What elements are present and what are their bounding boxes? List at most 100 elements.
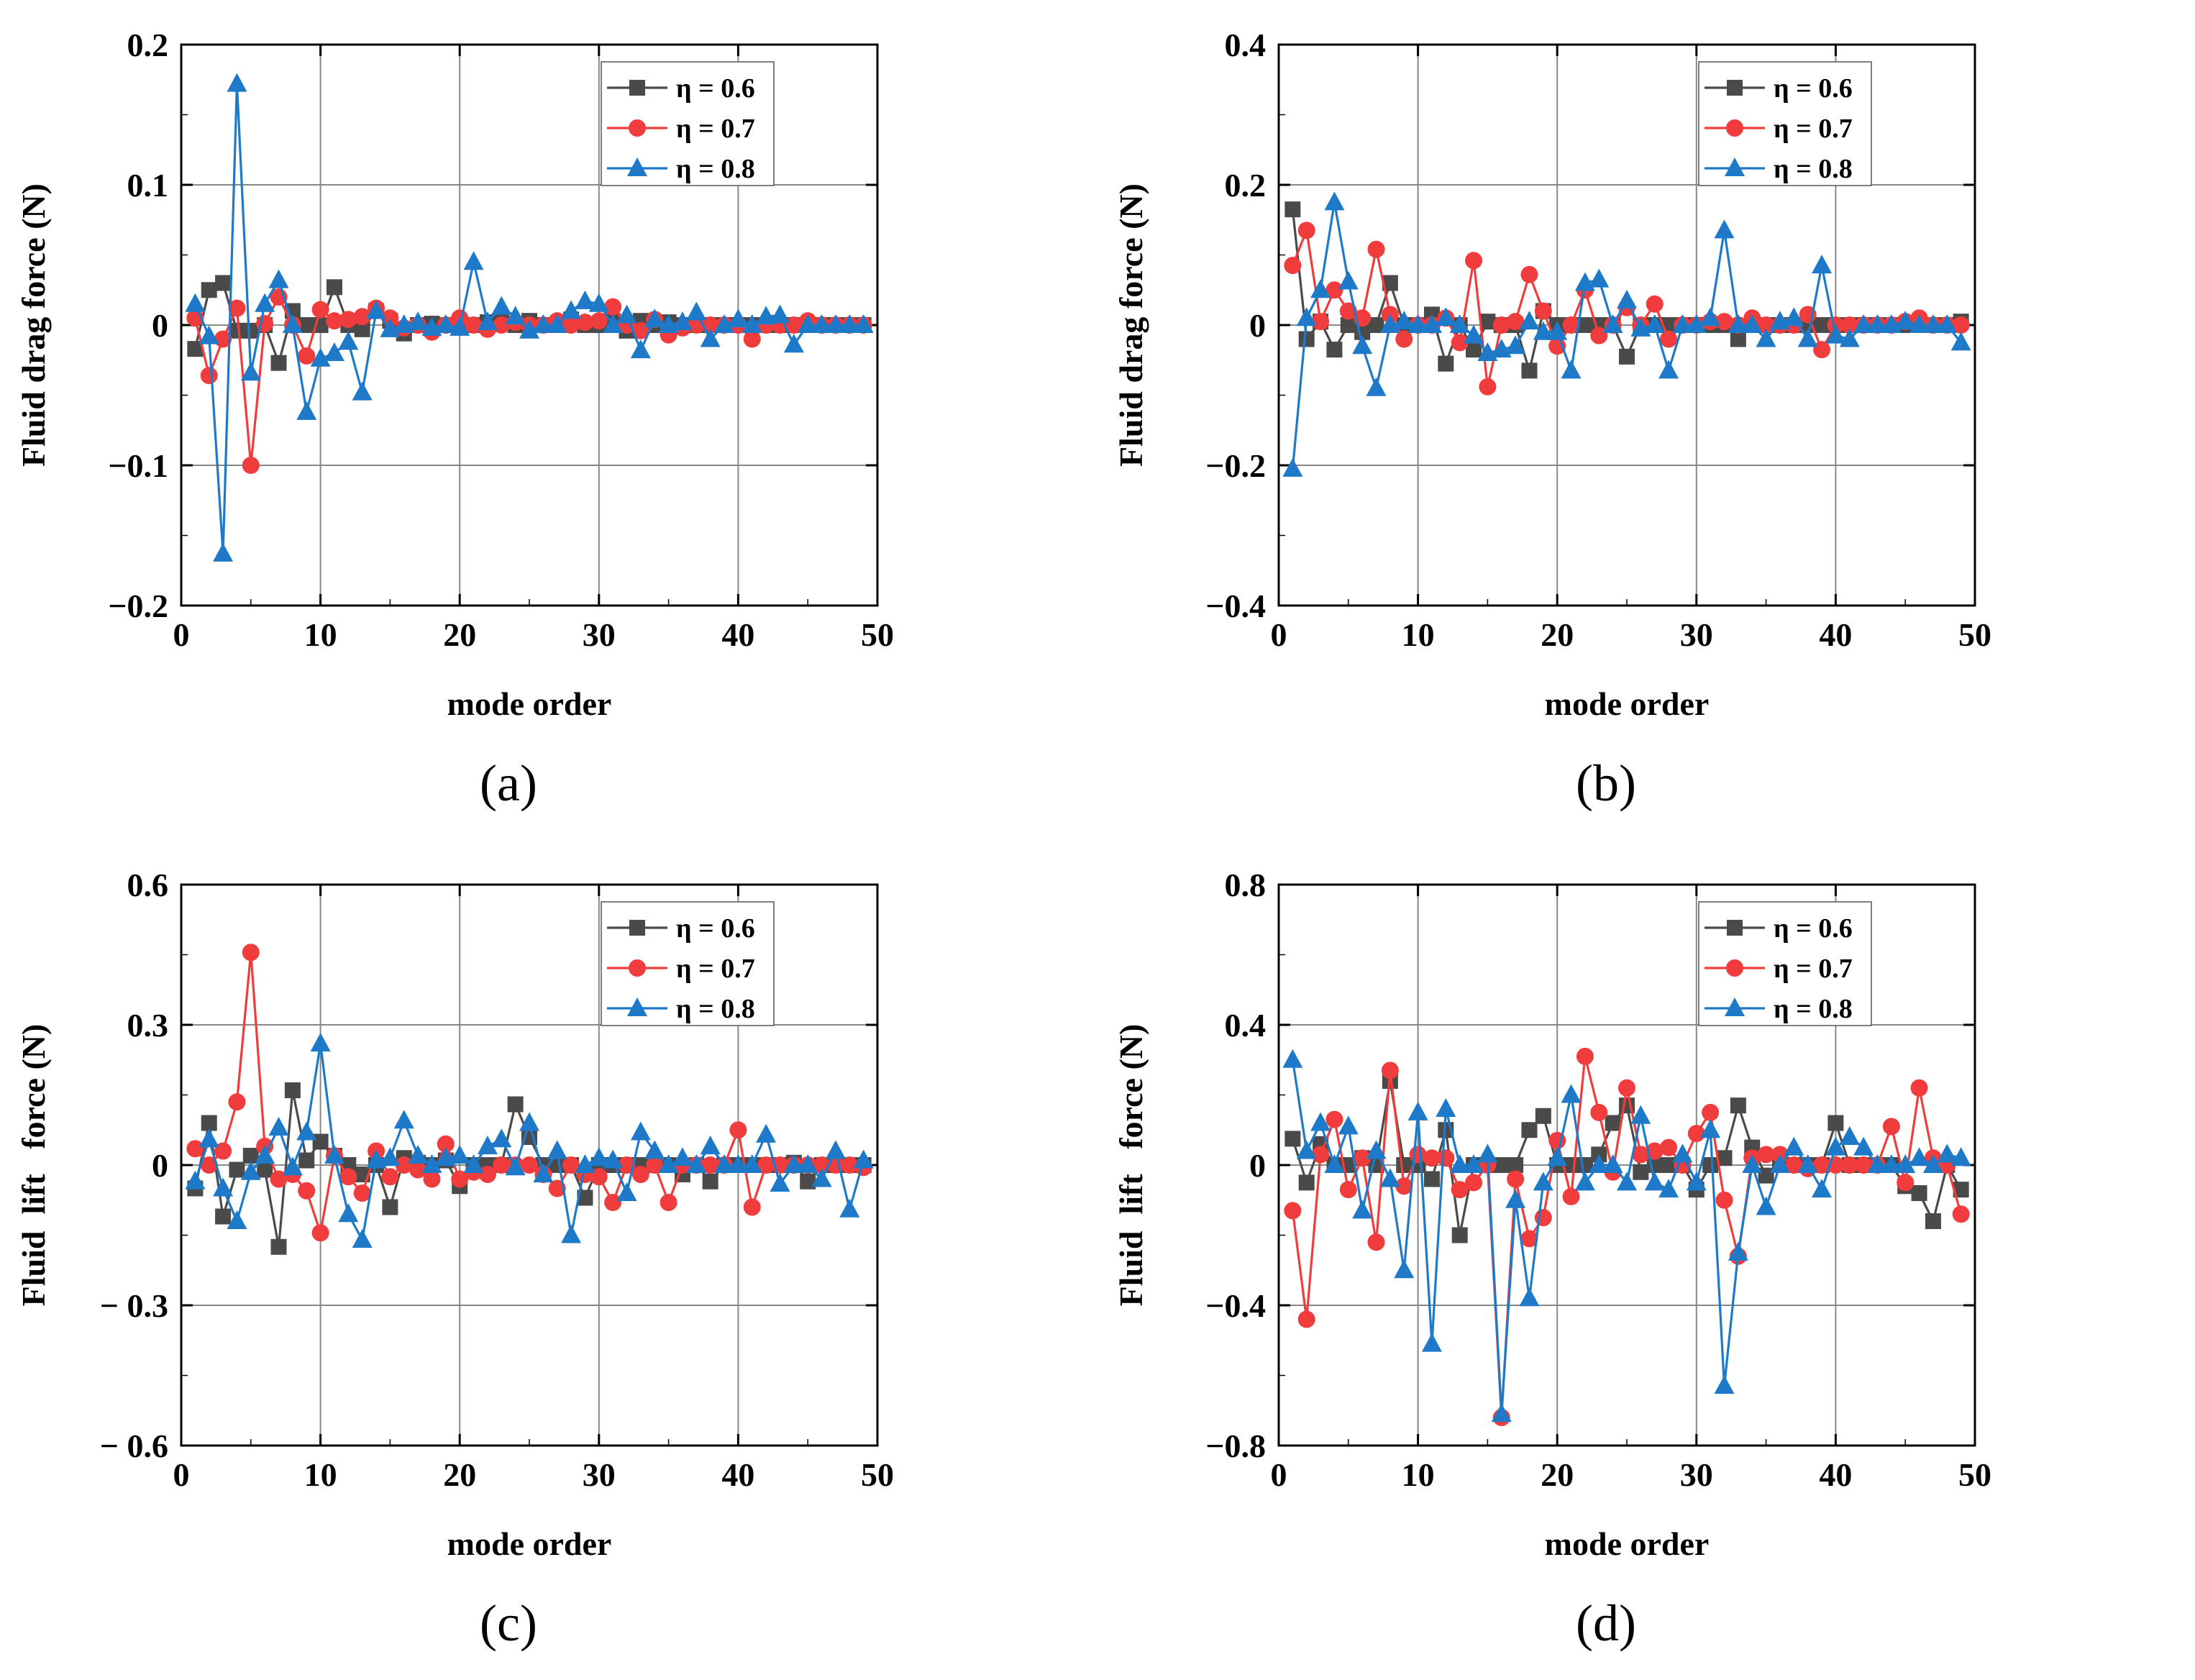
data-point	[825, 314, 846, 333]
data-point	[1352, 1200, 1373, 1219]
y-tick-label: 0	[152, 307, 168, 344]
y-tick-label: −0.4	[1205, 588, 1266, 624]
data-point	[298, 347, 316, 365]
data-point	[1479, 314, 1496, 330]
data-point	[1646, 1142, 1664, 1160]
data-point	[1423, 1149, 1441, 1167]
data-point	[1853, 1136, 1874, 1156]
data-point	[547, 314, 567, 333]
data-point	[1589, 268, 1610, 288]
data-point	[1909, 1147, 1930, 1167]
panel-a: 0 10 20 30 40 50 −0.2 −0.1 0 0.1 0.2 η = 0.6 η = 0.7…	[0, 0, 1098, 840]
data-point	[1658, 360, 1679, 379]
data-point	[1562, 1187, 1580, 1205]
plot-frame	[180, 883, 879, 1447]
x-axis-label: mode order	[1545, 685, 1710, 722]
data-point	[242, 1148, 259, 1164]
data-point	[1644, 314, 1665, 333]
data-point	[1700, 1119, 1721, 1138]
plot-area	[1282, 1047, 1971, 1426]
data-point	[841, 1156, 859, 1174]
data-point	[270, 1238, 287, 1255]
legend-marker	[1727, 920, 1743, 936]
legend-label: η = 0.6	[1774, 73, 1853, 104]
legend-marker	[629, 119, 646, 137]
data-point	[519, 1112, 539, 1131]
legend-label: η = 0.8	[1774, 154, 1853, 184]
y-axis-label: Fluid lift force (N)	[1113, 1024, 1149, 1307]
data-point	[227, 1210, 247, 1229]
data-point	[1338, 270, 1359, 290]
data-point	[215, 275, 232, 291]
data-point	[240, 362, 261, 381]
data-point	[339, 311, 357, 329]
data-point	[1895, 311, 1916, 330]
data-point	[1589, 1154, 1610, 1173]
data-point	[1661, 1157, 1677, 1173]
data-point	[284, 1082, 301, 1098]
data-point	[324, 342, 344, 361]
data-point	[1547, 321, 1568, 340]
data-point	[380, 1147, 401, 1167]
data-point	[298, 1152, 315, 1169]
data-point	[783, 1154, 804, 1173]
data-point	[1561, 1084, 1582, 1103]
data-point	[1325, 1110, 1343, 1128]
data-point	[1702, 1157, 1719, 1173]
data-point	[1519, 311, 1540, 330]
data-point	[450, 316, 470, 336]
legend-marker	[1725, 998, 1745, 1016]
data-point	[783, 334, 804, 353]
data-point	[533, 1164, 554, 1182]
data-point	[800, 1173, 816, 1190]
data-point	[200, 367, 218, 385]
panel-caption: (d)	[1576, 1594, 1636, 1652]
legend-label: η = 0.6	[676, 913, 755, 944]
data-point	[1825, 324, 1846, 344]
panel-b: 0 10 20 30 40 50 −0.4 −0.2 0 0.2 0.4 η = 0.6 η = 0.7…	[1098, 0, 2195, 840]
data-point	[1407, 1101, 1428, 1120]
y-tick-label: 0	[152, 1147, 168, 1184]
data-point	[1617, 289, 1637, 309]
data-point	[1742, 1154, 1763, 1173]
plot-frame	[1277, 43, 1976, 607]
legend-label: η = 0.6	[676, 73, 755, 104]
data-point	[1534, 302, 1552, 320]
series-3	[185, 1033, 874, 1248]
data-point	[1466, 342, 1482, 358]
data-point	[408, 311, 429, 331]
y-tick-label: 0.1	[127, 167, 169, 204]
data-point	[213, 1177, 234, 1197]
data-point	[1646, 295, 1664, 313]
y-tick-label: 0.8	[1225, 867, 1267, 903]
data-point	[1449, 314, 1470, 333]
data-point	[229, 322, 245, 339]
legend-marker	[629, 80, 645, 96]
data-point	[616, 304, 637, 324]
x-tick-label: 0	[173, 1456, 190, 1493]
data-point	[242, 944, 260, 962]
x-tick-label: 0	[173, 616, 190, 653]
legend-marker	[627, 158, 647, 176]
data-point	[242, 322, 259, 339]
data-point	[1310, 1112, 1331, 1131]
data-point	[186, 1140, 204, 1158]
data-point	[435, 1147, 456, 1167]
data-point	[616, 1182, 637, 1201]
data-point	[1464, 1154, 1484, 1173]
data-point	[1813, 341, 1831, 359]
data-point	[1521, 362, 1538, 379]
data-point	[255, 1145, 275, 1164]
data-point	[1730, 331, 1746, 347]
y-tick-label: −0.8	[1205, 1428, 1266, 1464]
data-point	[298, 317, 315, 333]
data-point	[1297, 222, 1315, 239]
data-point	[366, 1149, 387, 1169]
data-point	[644, 1140, 665, 1159]
data-point	[366, 300, 387, 319]
data-point	[1618, 1079, 1635, 1097]
data-point	[1687, 1125, 1705, 1143]
plot-frame	[180, 43, 879, 607]
y-tick-label: − 0.3	[100, 1287, 168, 1324]
data-point	[255, 293, 275, 312]
